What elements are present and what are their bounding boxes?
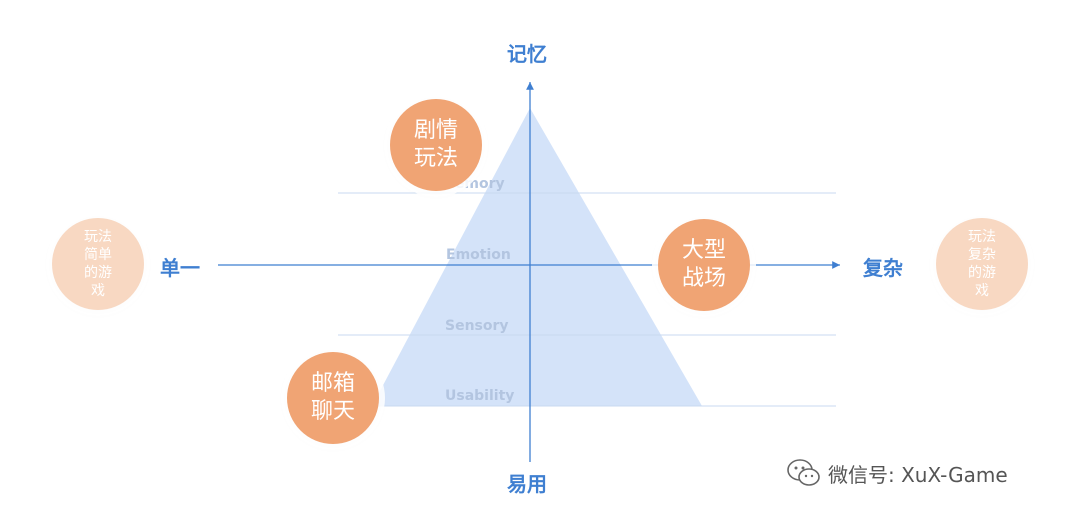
- circle-battlefield: 大型 战场: [658, 219, 750, 311]
- level-label-usability: Usability: [445, 388, 515, 404]
- circle-text: 戏: [91, 283, 105, 299]
- circle-text: 玩法: [84, 229, 112, 245]
- circle-text: 简单: [84, 247, 112, 263]
- circle-text: 剧情: [413, 118, 458, 143]
- level-label-sensory: Sensory: [445, 318, 509, 334]
- circle-simple-games: 玩法 简单 的游 戏: [52, 218, 144, 310]
- axis-label-right: 复杂: [863, 256, 903, 280]
- circle-text: 邮箱: [310, 371, 355, 396]
- circle-text: 的游: [968, 265, 996, 281]
- circle-text: 大型: [681, 238, 726, 263]
- circle-text: 玩法: [413, 146, 458, 171]
- circle-text: 戏: [975, 283, 989, 299]
- circle-text: 玩法: [968, 229, 996, 245]
- circle-plot-gameplay: 剧情 玩法: [390, 99, 482, 191]
- watermark-text: 微信号: XuX-Game: [828, 462, 1008, 487]
- circle-mail-chat: 邮箱 聊天: [287, 352, 379, 444]
- axis-label-left: 单一: [160, 256, 200, 280]
- axis-label-bottom: 易用: [507, 472, 547, 496]
- wechat-icon: [787, 459, 820, 486]
- circle-text: 复杂: [968, 247, 996, 263]
- circle-text: 战场: [681, 266, 726, 291]
- level-label-emotion: Emotion: [446, 247, 511, 263]
- pyramid-triangle: [372, 108, 702, 406]
- circle-complex-games: 玩法 复杂 的游 戏: [936, 218, 1028, 310]
- watermark: 微信号: XuX-Game: [786, 458, 1008, 488]
- circle-text: 聊天: [310, 399, 355, 424]
- axis-label-top: 记忆: [507, 42, 547, 66]
- circle-text: 的游: [84, 265, 112, 281]
